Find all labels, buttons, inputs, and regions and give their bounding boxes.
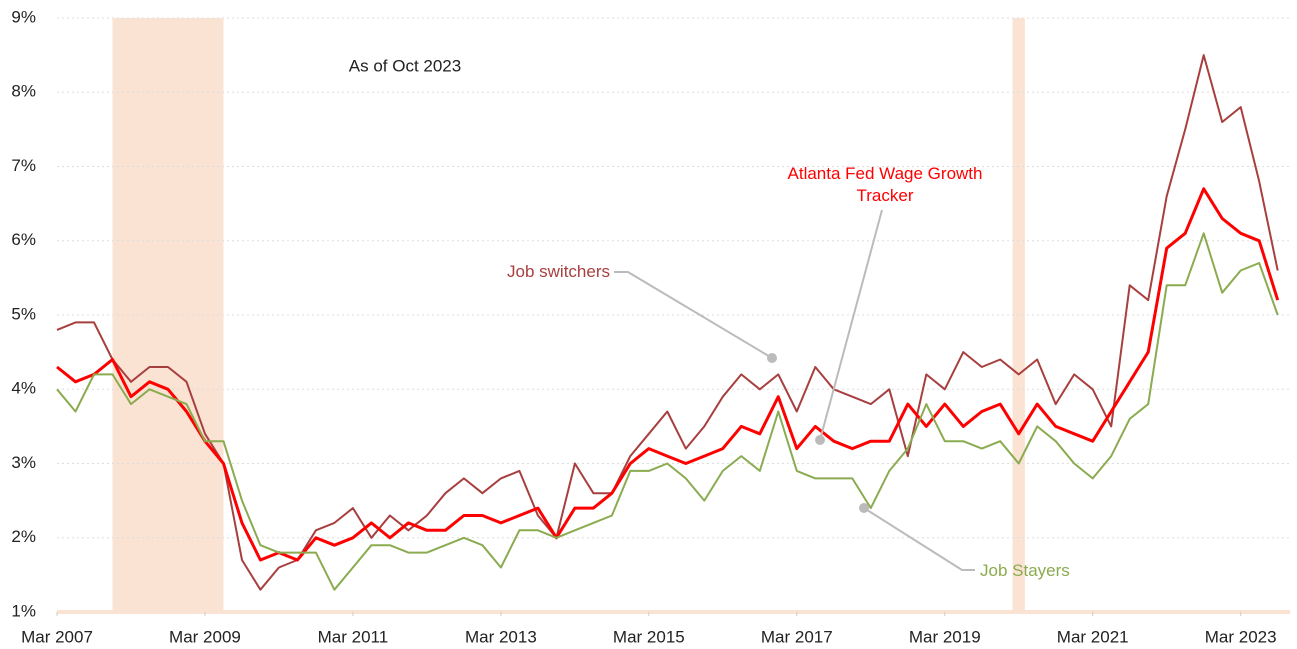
leader-dot bbox=[767, 353, 777, 363]
series-label: Job Stayers bbox=[980, 561, 1070, 580]
y-tick-label: 5% bbox=[11, 304, 36, 323]
series-line bbox=[56, 187, 1280, 562]
y-tick-label: 7% bbox=[11, 156, 36, 175]
x-tick-label: Mar 2021 bbox=[1057, 627, 1129, 646]
series-label: Atlanta Fed Wage Growth Tracker bbox=[787, 164, 983, 205]
series-line bbox=[56, 232, 1279, 591]
y-tick-label: 9% bbox=[11, 7, 36, 26]
leader-line bbox=[863, 507, 975, 571]
leader-dot bbox=[859, 503, 869, 513]
x-tick-label: Mar 2015 bbox=[613, 627, 685, 646]
x-tick-label: Mar 2019 bbox=[909, 627, 981, 646]
annotation: As of Oct 2023 bbox=[349, 56, 461, 75]
x-tick-label: Mar 2013 bbox=[465, 627, 537, 646]
y-tick-label: 3% bbox=[11, 453, 36, 472]
y-tick-label: 8% bbox=[11, 82, 36, 101]
y-tick-label: 6% bbox=[11, 230, 36, 249]
x-tick-label: Mar 2023 bbox=[1205, 627, 1277, 646]
y-tick-label: 1% bbox=[11, 601, 36, 620]
series-line bbox=[56, 54, 1279, 591]
leader-line bbox=[614, 271, 773, 359]
leader-lines bbox=[614, 209, 975, 571]
x-tick-label: Mar 2007 bbox=[21, 627, 93, 646]
leader-dot bbox=[815, 435, 825, 445]
x-tick-label: Mar 2017 bbox=[761, 627, 833, 646]
leader-line bbox=[819, 209, 883, 441]
x-tick-label: Mar 2009 bbox=[169, 627, 241, 646]
series-label: Job switchers bbox=[507, 262, 610, 281]
x-tick-label: Mar 2011 bbox=[318, 627, 389, 646]
y-tick-label: 4% bbox=[11, 379, 36, 398]
y-tick-label: 2% bbox=[11, 527, 36, 546]
